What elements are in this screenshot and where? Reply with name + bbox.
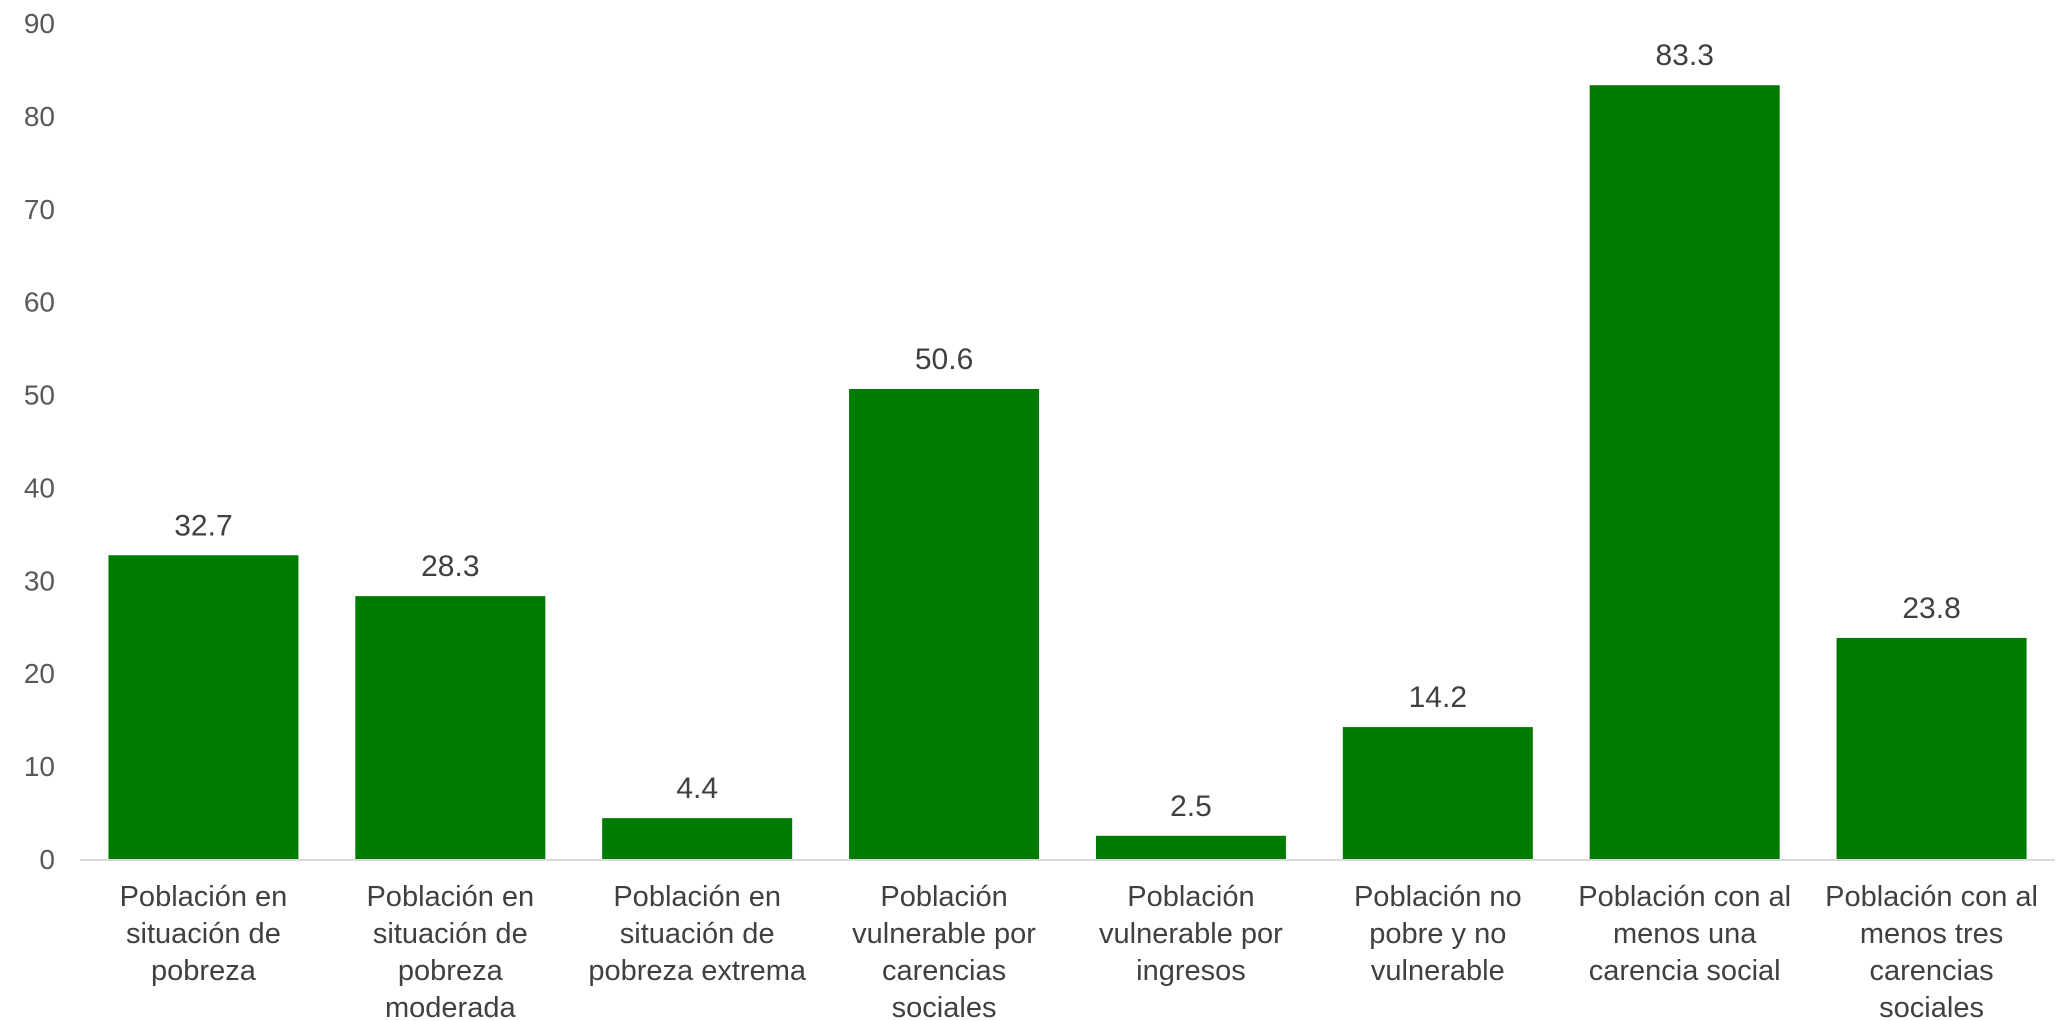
- category-label-line: situación de: [373, 918, 528, 950]
- y-tick-label: 50: [24, 380, 55, 411]
- bar: [602, 818, 792, 859]
- category-label-line: moderada: [385, 992, 516, 1021]
- category-label-line: situación de: [620, 918, 775, 950]
- category-label-line: carencia social: [1589, 955, 1781, 987]
- data-label: 50.6: [915, 343, 973, 376]
- category-label-line: vulnerable: [1371, 955, 1505, 987]
- bar: [1343, 727, 1533, 859]
- category-label-line: ingresos: [1136, 955, 1246, 987]
- data-label: 23.8: [1902, 592, 1960, 625]
- category-label-line: sociales: [1879, 992, 1984, 1021]
- category-label: Población con al menos tres carencias socia…: [1825, 881, 2038, 1021]
- y-tick-label: 10: [24, 751, 55, 782]
- category-label-line: pobre y no: [1369, 918, 1506, 950]
- category-label-line: carencias: [1870, 955, 1994, 987]
- category-label-line: Población: [1127, 881, 1254, 913]
- y-tick-label: 80: [24, 101, 55, 132]
- category-label-line: Población no: [1354, 881, 1522, 913]
- bar: [1590, 85, 1780, 859]
- y-tick-label: 70: [24, 194, 55, 225]
- category-label-line: pobreza: [151, 955, 257, 987]
- category-label-line: pobreza: [398, 955, 504, 987]
- data-label: 28.3: [421, 550, 479, 583]
- bar: [1837, 638, 2027, 859]
- category-label-line: Población en: [366, 881, 534, 913]
- category-label: Población vulnerable por ingresos: [1099, 881, 1283, 987]
- category-label-line: Población en: [120, 881, 288, 913]
- category-label: Población en situación de pobreza moderada: [366, 881, 534, 1021]
- data-label: 32.7: [174, 509, 232, 542]
- category-label: Población en situación de pobreza: [120, 881, 288, 987]
- category-label: Población con al menos una carencia social: [1578, 881, 1791, 987]
- y-axis-tick-labels: 0 10 20 30 40 50 60 70 80 90: [24, 8, 55, 875]
- data-label: 4.4: [676, 772, 718, 805]
- bar: [849, 389, 1039, 859]
- category-label-line: Población: [880, 881, 1007, 913]
- category-label-line: carencias: [882, 955, 1006, 987]
- y-tick-label: 20: [24, 658, 55, 689]
- category-label-line: vulnerable por: [852, 918, 1036, 950]
- y-tick-label: 0: [39, 844, 55, 875]
- category-label-line: menos tres: [1860, 918, 2003, 950]
- data-label: 14.2: [1409, 681, 1467, 714]
- category-label-line: vulnerable por: [1099, 918, 1283, 950]
- category-label-line: menos una: [1613, 918, 1757, 950]
- y-tick-label: 60: [24, 287, 55, 318]
- bar: [1096, 836, 1286, 859]
- category-label-line: Población en: [613, 881, 781, 913]
- bar: [108, 555, 298, 859]
- bar-series: [108, 85, 2026, 859]
- data-label: 2.5: [1170, 790, 1212, 823]
- y-tick-label: 30: [24, 565, 55, 596]
- category-label-line: sociales: [892, 992, 997, 1021]
- data-label: 83.3: [1655, 39, 1713, 72]
- category-label: Población en situación de pobreza extrema: [588, 881, 806, 987]
- y-tick-label: 40: [24, 472, 55, 503]
- category-label: Población vulnerable por carencias sociales: [852, 881, 1036, 1021]
- category-label-line: pobreza extrema: [588, 955, 806, 987]
- bar: [355, 596, 545, 859]
- category-label: Población no pobre y no vulnerable: [1354, 881, 1522, 987]
- category-label-line: situación de: [126, 918, 281, 950]
- category-label-line: Población con al: [1578, 881, 1791, 913]
- category-label-line: Población con al: [1825, 881, 2038, 913]
- y-tick-label: 90: [24, 8, 55, 39]
